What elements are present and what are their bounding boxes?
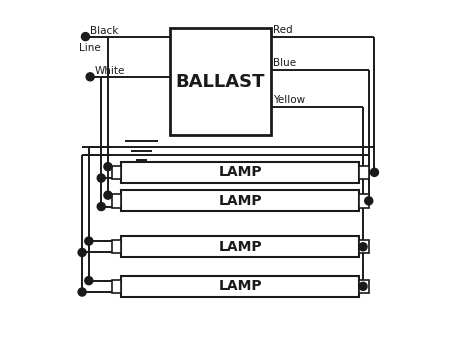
- Bar: [121, 236, 359, 257]
- Bar: [112, 280, 121, 293]
- Text: LAMP: LAMP: [219, 279, 262, 293]
- Bar: [112, 240, 121, 254]
- Bar: [112, 166, 121, 179]
- Bar: [359, 280, 369, 293]
- Circle shape: [104, 163, 112, 171]
- Circle shape: [85, 276, 93, 285]
- Circle shape: [370, 168, 378, 176]
- Circle shape: [97, 202, 105, 211]
- Bar: [112, 194, 121, 208]
- Circle shape: [78, 288, 86, 296]
- Bar: [121, 190, 359, 211]
- Text: Blue: Blue: [273, 58, 296, 68]
- Text: LAMP: LAMP: [219, 240, 262, 254]
- Text: BALLAST: BALLAST: [175, 73, 265, 91]
- Bar: [359, 240, 369, 254]
- Text: Black: Black: [90, 26, 118, 35]
- Bar: [170, 28, 271, 136]
- Circle shape: [365, 197, 373, 205]
- Bar: [121, 162, 359, 183]
- Circle shape: [78, 248, 86, 257]
- Text: LAMP: LAMP: [219, 165, 262, 179]
- Circle shape: [82, 32, 90, 41]
- Circle shape: [104, 191, 112, 199]
- Bar: [359, 166, 369, 179]
- Bar: [359, 194, 369, 208]
- Text: Line: Line: [79, 43, 100, 53]
- Circle shape: [359, 243, 367, 251]
- Bar: [121, 276, 359, 297]
- Circle shape: [86, 73, 94, 81]
- Circle shape: [97, 174, 105, 182]
- Text: Yellow: Yellow: [273, 95, 305, 105]
- Text: Red: Red: [273, 25, 293, 35]
- Text: LAMP: LAMP: [219, 194, 262, 208]
- Text: White: White: [95, 66, 125, 76]
- Circle shape: [359, 282, 367, 290]
- Circle shape: [85, 237, 93, 245]
